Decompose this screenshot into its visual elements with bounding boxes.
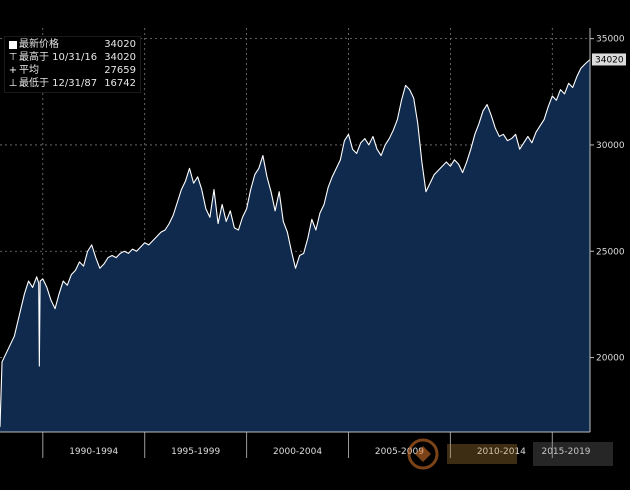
legend-label: 平均 [19,65,39,76]
line-layer [0,59,591,427]
y-tick-label: 30000 [596,141,625,151]
legend-row-latest: 最新价格 34020 [7,38,136,51]
last-value-badge-text: 34020 [595,55,624,65]
y-tick-label: 20000 [596,354,625,364]
series-area [0,59,590,432]
x-tick-label: 2015-2019 [541,447,590,457]
x-tick-label: 1990-1994 [69,447,118,457]
x-tick-label: 2005-2009 [375,447,424,457]
legend: 最新价格 34020 ⊤ 最高于 10/31/16 34020 + 平均 276… [4,36,141,93]
legend-latest-square-icon [9,40,17,49]
legend-label: 最高于 10/31/16 [19,52,98,63]
legend-value: 34020 [104,39,136,50]
last-value-badge [592,53,626,66]
legend-row-high: ⊤ 最高于 10/31/16 34020 [7,51,136,64]
last-value-badge-group: 34020 [592,53,626,66]
x-tick-label: 2010-2014 [477,447,526,457]
legend-value: 27659 [104,65,136,76]
x-tick-label: 2000-2004 [273,447,322,457]
y-tick-label: 25000 [596,247,625,257]
y-tick-label: 35000 [596,35,625,45]
x-tick-label: 1995-1999 [171,447,220,457]
legend-low-marker-icon: ⊥ [8,78,18,89]
area-layer [0,59,590,432]
legend-value: 34020 [104,52,136,63]
legend-label: 最低于 12/31/87 [19,78,98,89]
legend-row-average: + 平均 27659 [7,64,136,77]
axis-layer: 20000 25000 30000 35000 1990-1994 1995-1999 20… [0,28,625,458]
legend-average-marker-icon: + [8,65,18,76]
legend-high-marker-icon: ⊤ [8,52,18,63]
legend-label: 最新价格 [19,39,59,50]
legend-value: 16742 [104,78,136,89]
series-line [0,59,591,427]
legend-row-low: ⊥ 最低于 12/31/87 16742 [7,77,136,90]
